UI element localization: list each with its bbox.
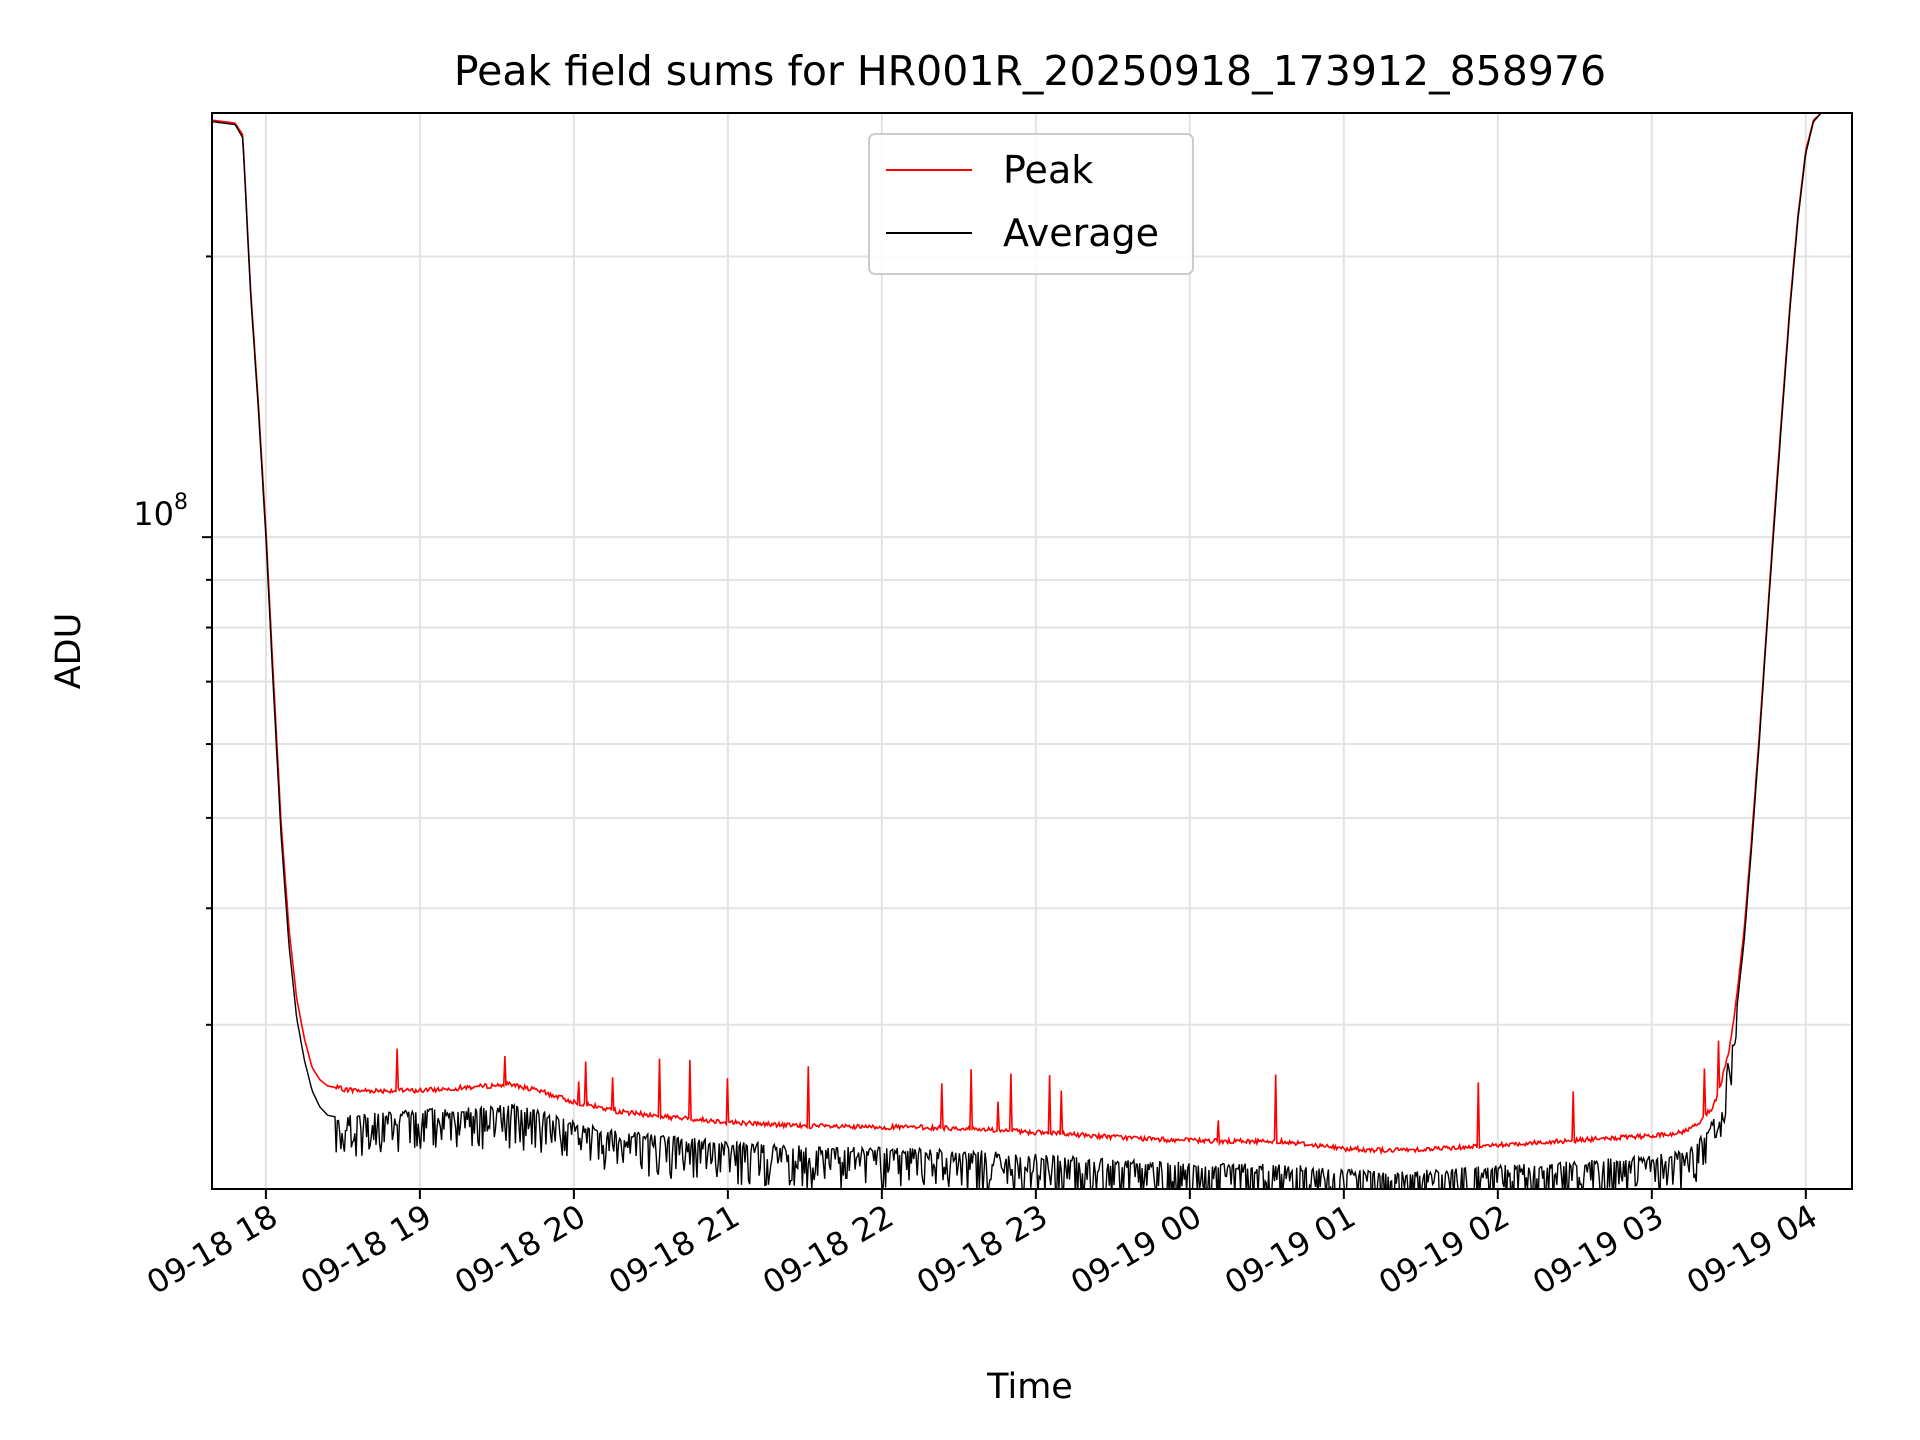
y-axis-label: ADU xyxy=(49,613,89,690)
x-axis-label: Time xyxy=(986,1367,1073,1407)
y-tick-base: 10 xyxy=(133,495,174,533)
legend-label-peak: Peak xyxy=(1003,148,1093,192)
legend: Peak Average xyxy=(868,133,1194,275)
series-line-peak xyxy=(212,113,1852,1156)
grid-lines xyxy=(212,113,1852,1189)
plot-frame xyxy=(211,112,1853,1190)
series-line-average xyxy=(212,113,1852,1189)
y-tick-label: 108 xyxy=(133,490,188,533)
chart-title: Peak field sums for HR001R_20250918_1739… xyxy=(454,47,1606,95)
legend-label-average: Average xyxy=(1003,211,1159,255)
y-tick-exponent: 8 xyxy=(174,490,188,515)
series-layer xyxy=(212,113,1852,1189)
